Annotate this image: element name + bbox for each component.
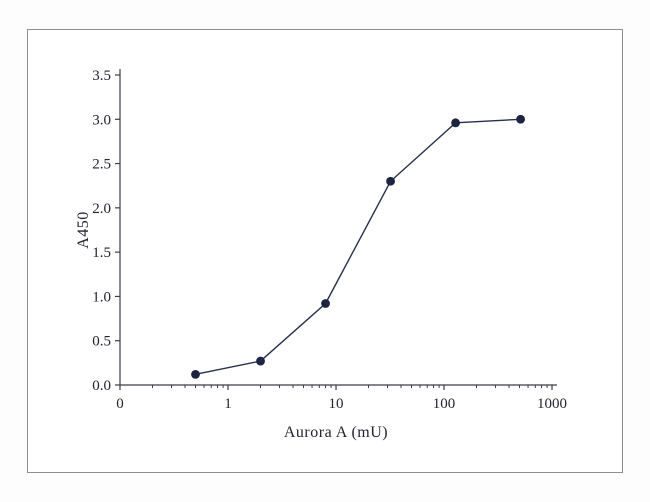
y-tick-label: 1.0 <box>92 289 111 305</box>
data-point <box>516 114 526 124</box>
x-tick-label: 100 <box>433 396 456 412</box>
data-point <box>191 369 200 379</box>
x-tick-label: 10 <box>329 396 344 412</box>
data-point <box>321 299 330 308</box>
y-tick-label: 3.0 <box>92 112 111 128</box>
y-tick-label: 3.5 <box>92 68 111 84</box>
y-tick-label: 2.5 <box>92 157 111 173</box>
y-tick-label: 1.5 <box>92 245 111 261</box>
x-tick-label: 1 <box>224 396 232 412</box>
x-tick-label: 0 <box>116 396 124 412</box>
figure-border <box>27 29 623 473</box>
data-point <box>386 176 395 186</box>
x-tick-label: 1000 <box>537 396 567 412</box>
y-tick-label: 0.5 <box>92 334 111 350</box>
y-tick-label: 2.0 <box>92 201 111 217</box>
data-point <box>451 118 460 128</box>
data-line <box>195 118 521 376</box>
x-axis-title: Aurora A (mU) <box>284 424 388 441</box>
y-tick-label: 0.0 <box>92 378 111 394</box>
y-axis-title: A450 <box>75 211 92 249</box>
data-point <box>256 356 265 366</box>
